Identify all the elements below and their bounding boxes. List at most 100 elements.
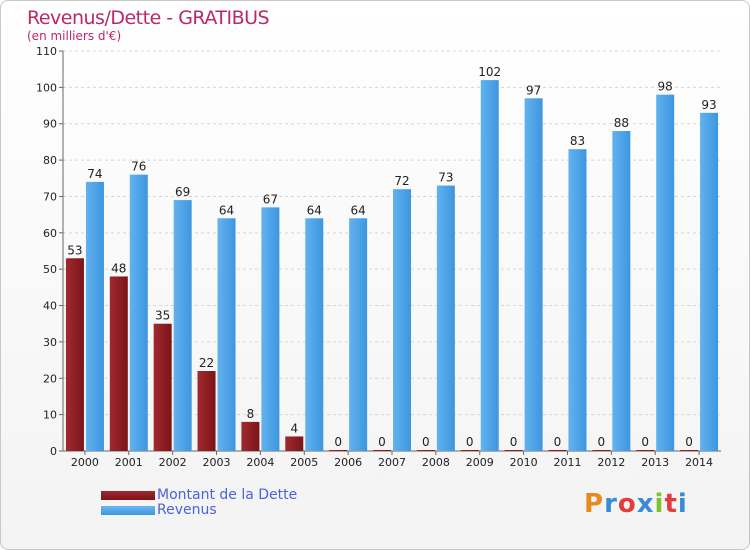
y-tick-label: 80 — [43, 154, 57, 167]
bar-dette — [636, 450, 655, 451]
data-label-revenus: 64 — [350, 203, 365, 217]
y-tick-label: 10 — [43, 409, 57, 422]
bar-dette — [416, 450, 435, 451]
logo-letter: i — [654, 489, 665, 519]
bar-revenus — [524, 98, 543, 451]
data-label-revenus: 83 — [570, 134, 585, 148]
data-label-dette: 0 — [466, 435, 474, 449]
bar-dette — [680, 450, 699, 451]
x-tick-label: 2013 — [641, 456, 669, 469]
x-tick-label: 2006 — [334, 456, 362, 469]
bar-revenus — [612, 131, 631, 451]
bar-dette — [548, 450, 567, 451]
legend-item-dette: Montant de la Dette — [101, 487, 298, 503]
bar-revenus — [700, 112, 719, 452]
bar-revenus — [436, 185, 455, 451]
data-label-dette: 0 — [378, 435, 386, 449]
bar-dette — [109, 276, 128, 451]
data-label-dette: 0 — [641, 435, 649, 449]
x-tick-label: 2011 — [553, 456, 581, 469]
logo-letter: x — [636, 489, 655, 519]
x-tick-label: 2005 — [290, 456, 318, 469]
legend-item-revenus: Revenus — [101, 502, 217, 518]
chart-title: Revenus/Dette - GRATIBUS — [27, 7, 270, 29]
data-label-dette: 0 — [422, 435, 430, 449]
y-tick-label: 40 — [43, 300, 57, 313]
bar-dette — [373, 450, 391, 451]
data-label-revenus: 73 — [438, 171, 453, 185]
data-label-revenus: 98 — [658, 80, 673, 94]
bar-revenus — [85, 181, 104, 451]
data-label-dette: 0 — [685, 435, 693, 449]
bar-revenus — [656, 94, 675, 452]
logo-letter: t — [664, 489, 678, 519]
data-label-revenus: 88 — [614, 116, 629, 130]
data-label-revenus: 64 — [307, 203, 322, 217]
bar-revenus — [305, 218, 324, 451]
bar-dette — [460, 450, 479, 451]
data-label-revenus: 64 — [219, 203, 234, 217]
y-tick-label: 50 — [43, 263, 57, 276]
bar-dette — [285, 436, 304, 451]
bar-dette — [504, 450, 523, 451]
bar-revenus — [393, 189, 411, 451]
logo-letter: P — [584, 489, 605, 519]
logo-letter: o — [617, 489, 637, 519]
y-tick-label: 70 — [43, 190, 57, 203]
data-label-dette: 22 — [199, 356, 214, 370]
y-tick-label: 20 — [43, 372, 57, 385]
x-tick-label: 2008 — [422, 456, 450, 469]
data-label-revenus: 67 — [263, 192, 278, 206]
bar-revenus — [480, 80, 499, 451]
x-tick-label: 2010 — [510, 456, 538, 469]
x-tick-label: 2007 — [378, 456, 406, 469]
x-tick-label: 2003 — [203, 456, 231, 469]
data-label-dette: 53 — [67, 243, 82, 257]
data-label-dette: 35 — [155, 309, 170, 323]
x-tick-label: 2012 — [597, 456, 625, 469]
x-tick-label: 2002 — [159, 456, 187, 469]
bar-dette — [241, 421, 260, 451]
logo-letter: r — [604, 489, 618, 519]
y-tick-label: 100 — [36, 81, 57, 94]
data-label-revenus: 72 — [394, 174, 409, 188]
data-label-revenus: 102 — [478, 65, 501, 79]
y-tick-label: 90 — [43, 118, 57, 131]
bar-revenus — [217, 218, 236, 451]
bar-dette — [65, 258, 84, 451]
x-tick-label: 2004 — [246, 456, 274, 469]
y-tick-label: 0 — [50, 445, 57, 458]
y-tick-label: 60 — [43, 227, 57, 240]
bar-revenus — [129, 174, 148, 452]
data-label-dette: 48 — [111, 261, 126, 275]
x-tick-label: 2001 — [115, 456, 143, 469]
data-label-dette: 0 — [598, 435, 606, 449]
legend-swatch-dette — [101, 490, 155, 500]
bar-dette — [329, 450, 348, 451]
legend-label-revenus: Revenus — [157, 502, 217, 518]
data-label-revenus: 74 — [87, 167, 102, 181]
bar-revenus — [173, 200, 192, 451]
data-label-revenus: 97 — [526, 83, 541, 97]
x-tick-label: 2000 — [71, 456, 99, 469]
y-tick-label: 30 — [43, 336, 57, 349]
legend-label-dette: Montant de la Dette — [157, 487, 298, 503]
x-tick-label: 2014 — [685, 456, 713, 469]
bar-revenus — [349, 218, 368, 451]
bar-dette — [592, 450, 611, 451]
data-label-dette: 0 — [510, 435, 518, 449]
data-label-dette: 0 — [554, 435, 562, 449]
data-label-dette: 0 — [334, 435, 342, 449]
data-label-revenus: 69 — [175, 185, 190, 199]
logo-letter: i — [677, 489, 688, 519]
bar-revenus — [568, 149, 587, 451]
proxiti-logo[interactable]: Proxiti — [584, 489, 688, 519]
data-label-dette: 4 — [290, 421, 298, 435]
data-label-dette: 8 — [247, 407, 255, 421]
chart-subtitle: (en milliers d'€) — [27, 29, 122, 43]
data-label-revenus: 76 — [131, 160, 146, 174]
legend-swatch-revenus — [101, 505, 155, 515]
data-label-revenus: 93 — [701, 98, 716, 112]
